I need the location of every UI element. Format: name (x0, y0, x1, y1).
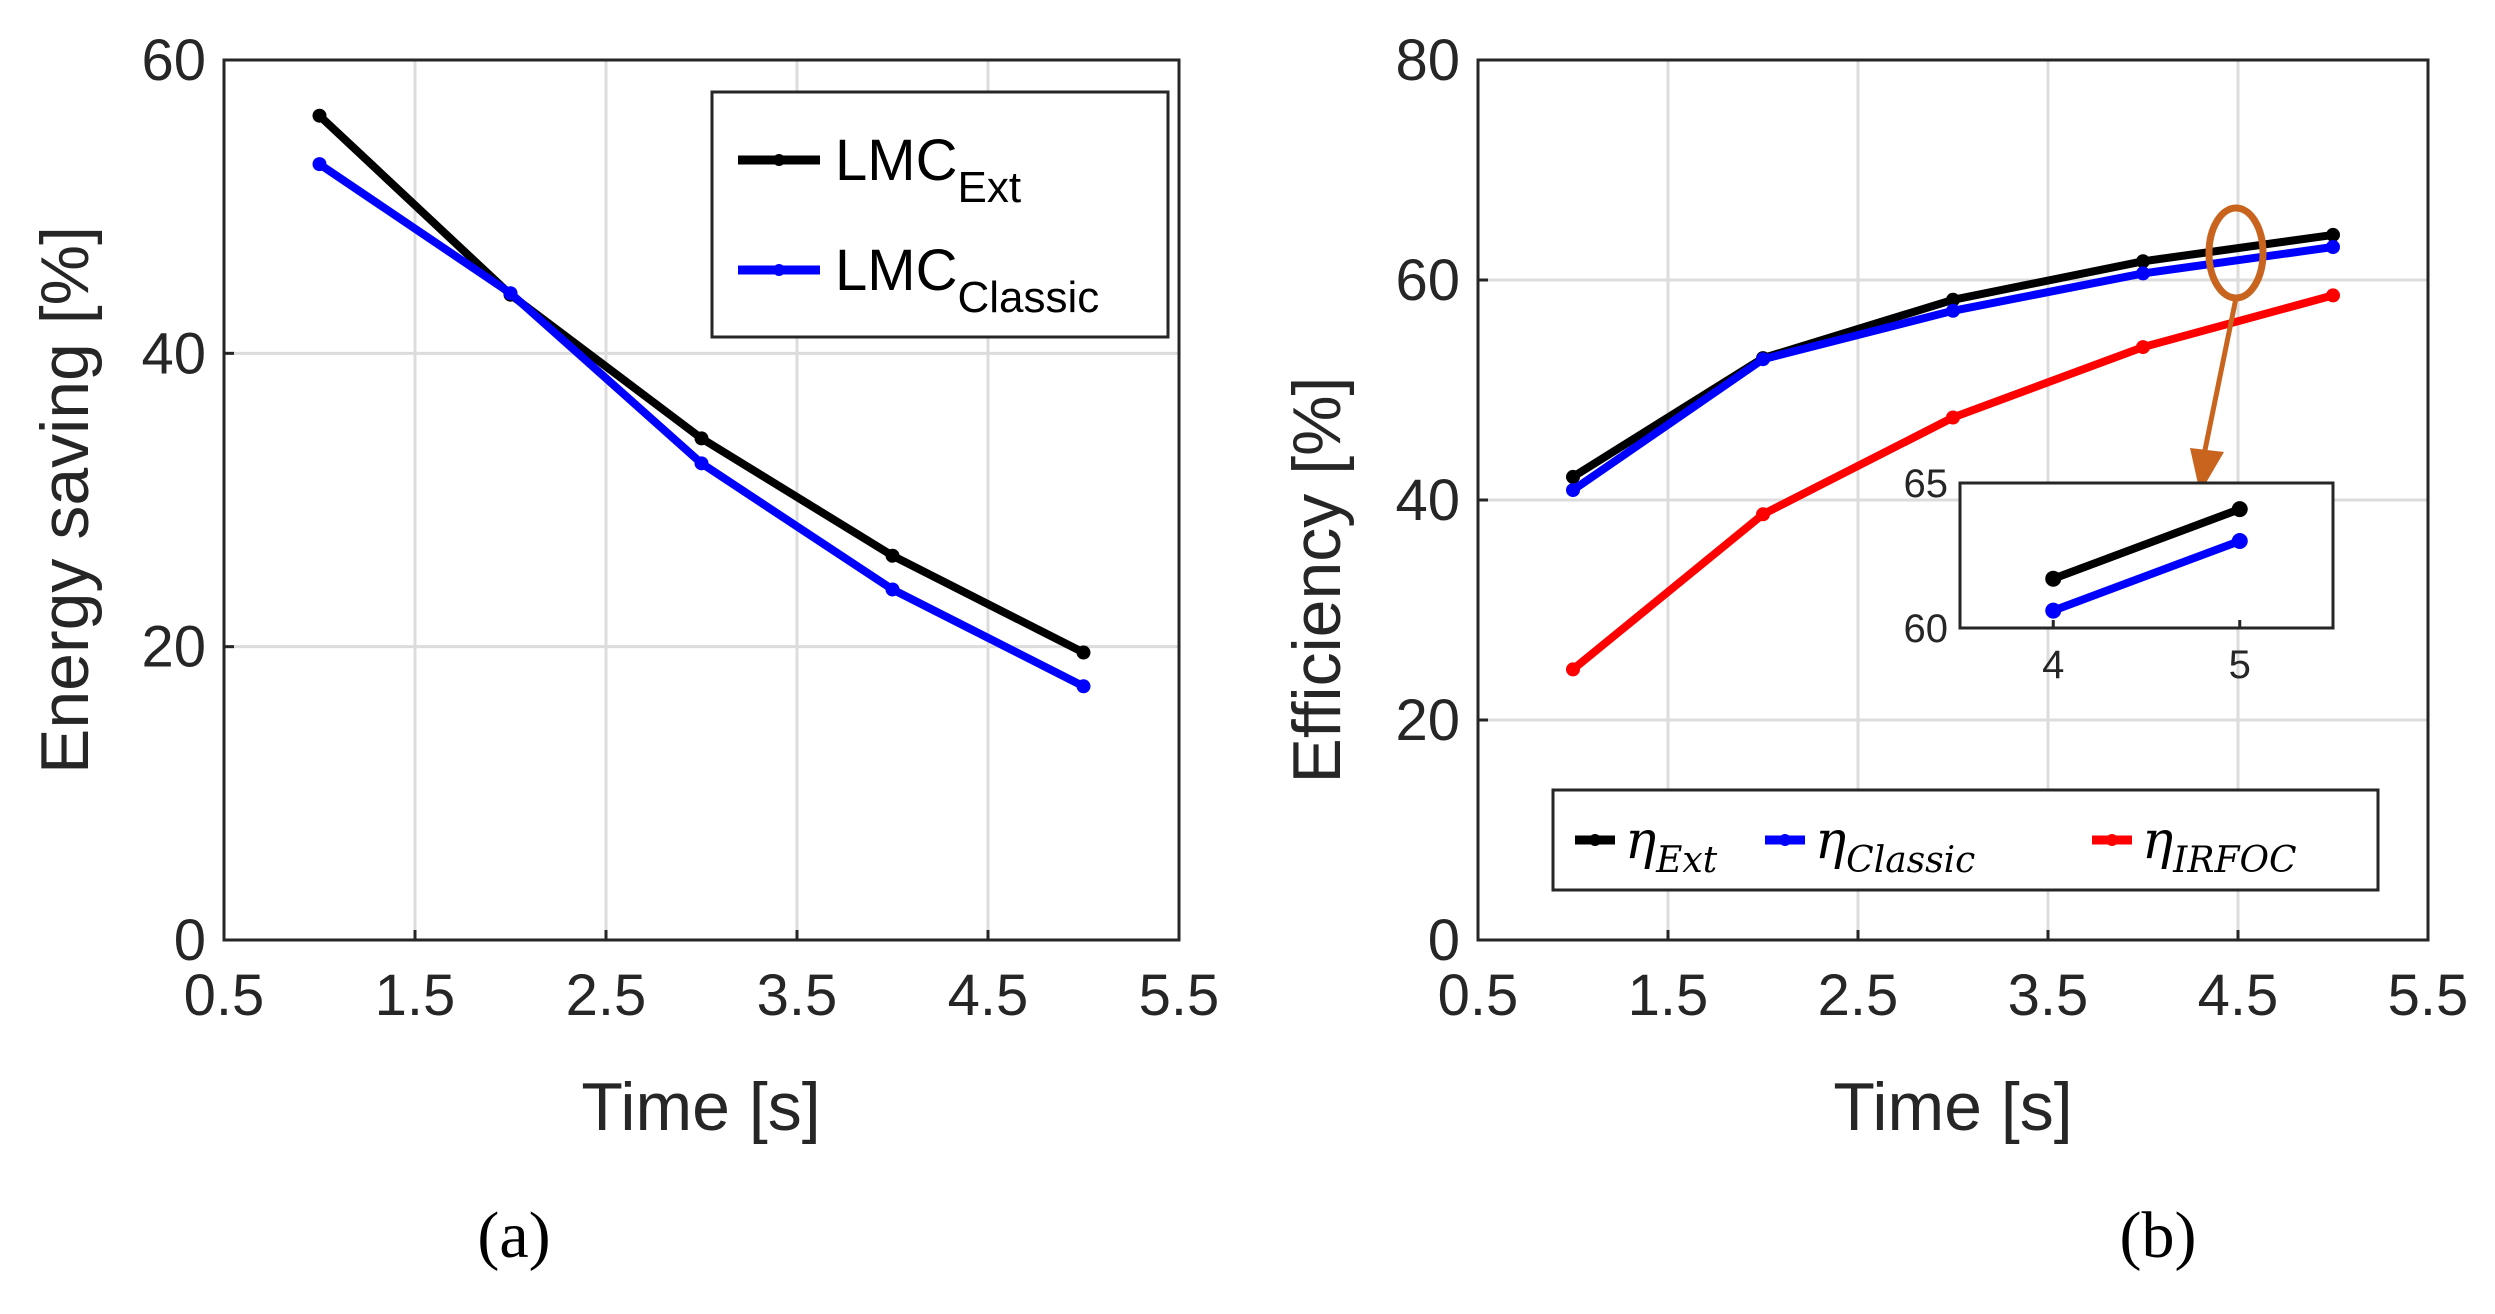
inset-axes-box (1958, 481, 2335, 630)
inset-series (2045, 501, 2248, 619)
point-b-irfoc-1 (1756, 507, 1770, 522)
xtick-label-b-2: 2.5 (1818, 963, 1899, 1028)
xtick-label-a-3: 3.5 (757, 963, 838, 1028)
point-a-ext-3 (885, 548, 900, 563)
legend-b-label-classic: ηClassic (1815, 811, 1975, 881)
point-a-classic-1 (503, 286, 518, 301)
legend-b-label-irfoc: ηIRFOC (2142, 811, 2297, 881)
legend-b-marker-irfoc (2106, 834, 2118, 846)
point-b-irfoc-4 (2326, 288, 2340, 303)
legend-b-name-classic: η (1815, 811, 1846, 871)
panel-a-ylabel: Energy saving [%] (27, 226, 103, 774)
panel-b-legend-box (1551, 788, 2380, 892)
xtick-label-b-1: 1.5 (1628, 963, 1709, 1028)
xtick-label-b-0: 0.5 (1438, 963, 1519, 1028)
inset-ytick-label-0: 60 (1904, 607, 1949, 651)
panel-a-legend: LMCExt LMCClassic (710, 90, 1170, 339)
xtick-label-a-5: 5.5 (1139, 963, 1220, 1028)
legend-b-sub-irfoc: IRFOC (2172, 840, 2296, 881)
legend-a-label-classic: LMCClassic (835, 238, 1099, 322)
ytick-label-b-1: 20 (1395, 688, 1460, 753)
ytick-label-b-4: 80 (1395, 28, 1460, 93)
inset-point-ext-0 (2045, 570, 2062, 587)
ytick-label-a-1: 20 (141, 615, 206, 680)
point-a-ext-4 (1076, 645, 1091, 660)
point-a-classic-4 (1076, 679, 1091, 694)
inset: 4 5 60 65 (1904, 462, 2335, 687)
legend-a-label-ext: LMCExt (835, 128, 1021, 212)
point-b-classic-4 (2326, 240, 2340, 254)
panel-b-ylabel: Efficiency [%] (1279, 377, 1355, 784)
inset-xtick-label-1: 5 (2229, 643, 2251, 687)
xtick-label-a-2: 2.5 (566, 963, 647, 1028)
panel-a-axes-box (222, 58, 1181, 942)
xtick-label-b-3: 3.5 (2008, 963, 2089, 1028)
xtick-label-a-0: 0.5 (184, 963, 265, 1028)
panel-b-legend: ηExt ηClassic ηIRFOC (1551, 788, 2380, 892)
series-line-b-ext (1570, 230, 2334, 481)
point-b-irfoc-3 (2136, 340, 2150, 355)
inset-ytick-label-1: 65 (1904, 462, 1949, 506)
xtick-label-a-1: 1.5 (375, 963, 456, 1028)
panel-b-series (1566, 227, 2340, 677)
inset-point-classic-1 (2231, 533, 2248, 549)
point-b-classic-3 (2136, 266, 2150, 281)
legend-b-sub-classic: Classic (1846, 840, 1975, 881)
point-b-irfoc-0 (1566, 662, 1580, 677)
ytick-label-a-3: 60 (141, 28, 206, 93)
point-b-irfoc-2 (1946, 410, 1960, 425)
point-b-classic-1 (1756, 352, 1770, 367)
panel-a-legend-box (710, 90, 1170, 339)
inset-ticks: 4 5 60 65 (1904, 462, 2251, 687)
legend-b-label-ext: ηExt (1625, 811, 1718, 881)
ytick-label-a-0: 0 (174, 908, 206, 973)
legend-b-sub-ext: Ext (1655, 840, 1718, 881)
point-b-ext-2 (1946, 292, 1960, 307)
panel-b-caption: (b) (2120, 1199, 2197, 1272)
zoom-arrow-shaft (2202, 297, 2239, 451)
panel-a-ticks: 0.5 1.5 2.5 3.5 4.5 5.5 0 20 40 60 (141, 28, 1219, 1028)
panel-a: 0.5 1.5 2.5 3.5 4.5 5.5 0 20 40 60 Time [s] Energ… (27, 28, 1219, 1272)
legend-a-name-ext: LMC (835, 128, 957, 193)
inset-point-classic-0 (2045, 602, 2062, 619)
ytick-label-a-2: 40 (141, 321, 206, 386)
point-b-classic-0 (1566, 483, 1580, 498)
legend-a-sub-ext: Ext (957, 163, 1021, 212)
xtick-label-a-4: 4.5 (948, 963, 1029, 1028)
legend-b-name-irfoc: η (2142, 811, 2173, 871)
legend-b-name-ext: η (1625, 811, 1656, 871)
xtick-label-b-5: 5.5 (2388, 963, 2469, 1028)
ytick-label-b-0: 0 (1428, 908, 1460, 973)
ytick-label-b-2: 40 (1395, 468, 1460, 533)
point-b-ext-4 (2326, 227, 2340, 242)
point-a-classic-2 (694, 456, 709, 471)
panel-b: 0.5 1.5 2.5 3.5 4.5 5.5 0 20 40 60 80 Time [s] Eff… (1279, 28, 2468, 1272)
legend-b-marker-classic (1779, 834, 1791, 846)
legend-a-marker-classic (773, 264, 785, 276)
ytick-label-b-3: 60 (1395, 248, 1460, 313)
panel-b-xlabel: Time [s] (1833, 1069, 2072, 1145)
legend-a-name-classic: LMC (835, 238, 957, 303)
point-b-ext-3 (2136, 254, 2150, 269)
point-b-ext-0 (1566, 469, 1580, 484)
legend-a-marker-ext (773, 154, 785, 166)
point-a-classic-3 (885, 582, 900, 597)
inset-point-ext-1 (2231, 501, 2248, 518)
point-a-ext-0 (312, 108, 327, 123)
point-b-classic-2 (1946, 303, 1960, 318)
panel-b-ticks: 0.5 1.5 2.5 3.5 4.5 5.5 0 20 40 60 80 (1395, 28, 2468, 1028)
inset-series-line-classic (2051, 537, 2242, 615)
panel-a-series (312, 108, 1091, 694)
legend-a-sub-classic: Classic (957, 273, 1099, 322)
point-a-classic-0 (312, 157, 327, 172)
inset-xtick-label-0: 4 (2042, 643, 2064, 687)
panel-a-xlabel: Time [s] (581, 1069, 820, 1145)
legend-b-marker-ext (1589, 834, 1601, 846)
panel-a-caption: (a) (477, 1199, 550, 1272)
point-a-ext-2 (694, 431, 709, 446)
xtick-label-b-4: 4.5 (2198, 963, 2279, 1028)
inset-series-line-ext (2051, 505, 2242, 583)
